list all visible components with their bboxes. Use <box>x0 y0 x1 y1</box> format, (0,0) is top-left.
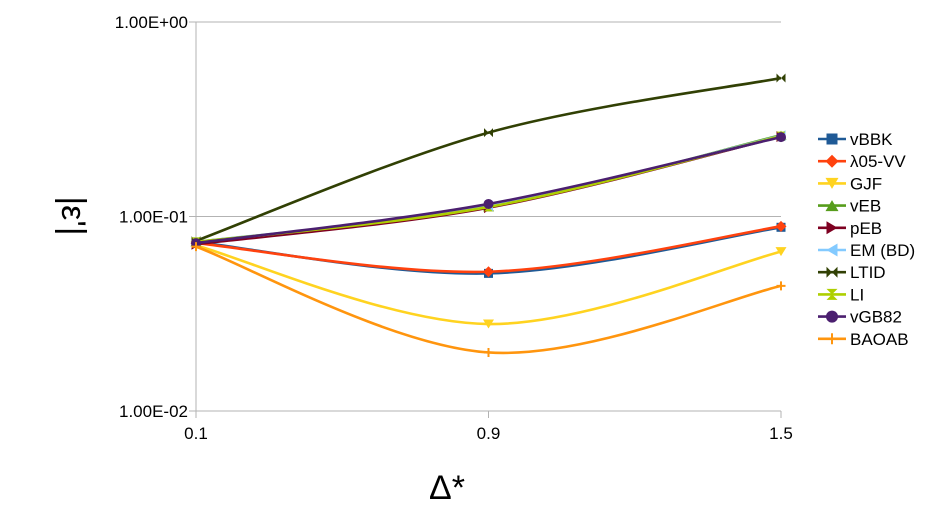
legend-marker <box>825 200 839 212</box>
y-tick-labels: 1.00E+00 1.00E-01 1.00E-02 <box>115 13 188 421</box>
y-tick-label: 1.00E+00 <box>115 13 188 32</box>
x-tick-label: 0.1 <box>184 424 208 443</box>
legend-label: LTID <box>850 263 886 282</box>
legend-marker <box>826 288 838 300</box>
legend-entry: BAOAB <box>818 330 909 349</box>
data-point <box>483 198 494 209</box>
legend-marker <box>826 133 838 145</box>
data-point <box>484 128 493 138</box>
legend-marker <box>826 266 838 278</box>
legend: vBBK λ05-VV GJF vEB pEB EM (BD) LTID LI vGB82 BAO… <box>818 130 915 349</box>
legend-entry: λ05-VV <box>818 152 906 171</box>
data-point <box>775 220 787 232</box>
series <box>190 73 787 357</box>
legend-marker <box>825 177 839 189</box>
data-point <box>483 266 494 278</box>
legend-marker <box>826 310 838 323</box>
legend-label: BAOAB <box>850 330 909 349</box>
y-tick-label: 1.00E-01 <box>119 208 188 227</box>
legend-entry: vGB82 <box>818 308 902 327</box>
legend-marker <box>826 243 838 257</box>
legend-marker <box>825 154 839 168</box>
legend-label: λ05-VV <box>850 152 906 171</box>
legend-entry: vEB <box>818 197 881 216</box>
y-axis-title: |ε'| <box>54 196 92 235</box>
x-axis-title: Δ* <box>429 469 465 507</box>
data-point <box>776 281 786 291</box>
legend-entry: EM (BD) <box>818 241 915 260</box>
legend-entry: LTID <box>818 263 886 282</box>
data-point <box>776 132 786 143</box>
legend-marker <box>826 221 838 235</box>
x-tick-label: 1.5 <box>769 424 793 443</box>
data-point <box>775 247 787 257</box>
legend-label: vBBK <box>850 130 893 149</box>
axes <box>195 22 781 412</box>
legend-label: GJF <box>850 174 882 193</box>
data-point <box>776 73 786 83</box>
series-line <box>195 76 782 243</box>
data-point <box>484 347 493 357</box>
legend-entry: pEB <box>818 219 882 238</box>
x-tick-labels: 0.1 0.9 1.5 <box>184 424 793 443</box>
legend-label: EM (BD) <box>850 241 915 260</box>
legend-entry: LI <box>818 285 864 304</box>
grid <box>189 21 782 418</box>
y-tick-label: 1.00E-02 <box>119 402 188 421</box>
series-9 <box>191 242 786 357</box>
data-point <box>483 319 494 329</box>
legend-entry: GJF <box>818 174 882 193</box>
legend-label: vGB82 <box>850 308 902 327</box>
legend-marker <box>826 333 838 345</box>
legend-label: LI <box>850 285 864 304</box>
legend-label: vEB <box>850 197 881 216</box>
legend-label: pEB <box>850 219 882 238</box>
data-point <box>191 242 201 252</box>
legend-entry: vBBK <box>818 130 893 149</box>
x-tick-label: 0.9 <box>477 424 501 443</box>
